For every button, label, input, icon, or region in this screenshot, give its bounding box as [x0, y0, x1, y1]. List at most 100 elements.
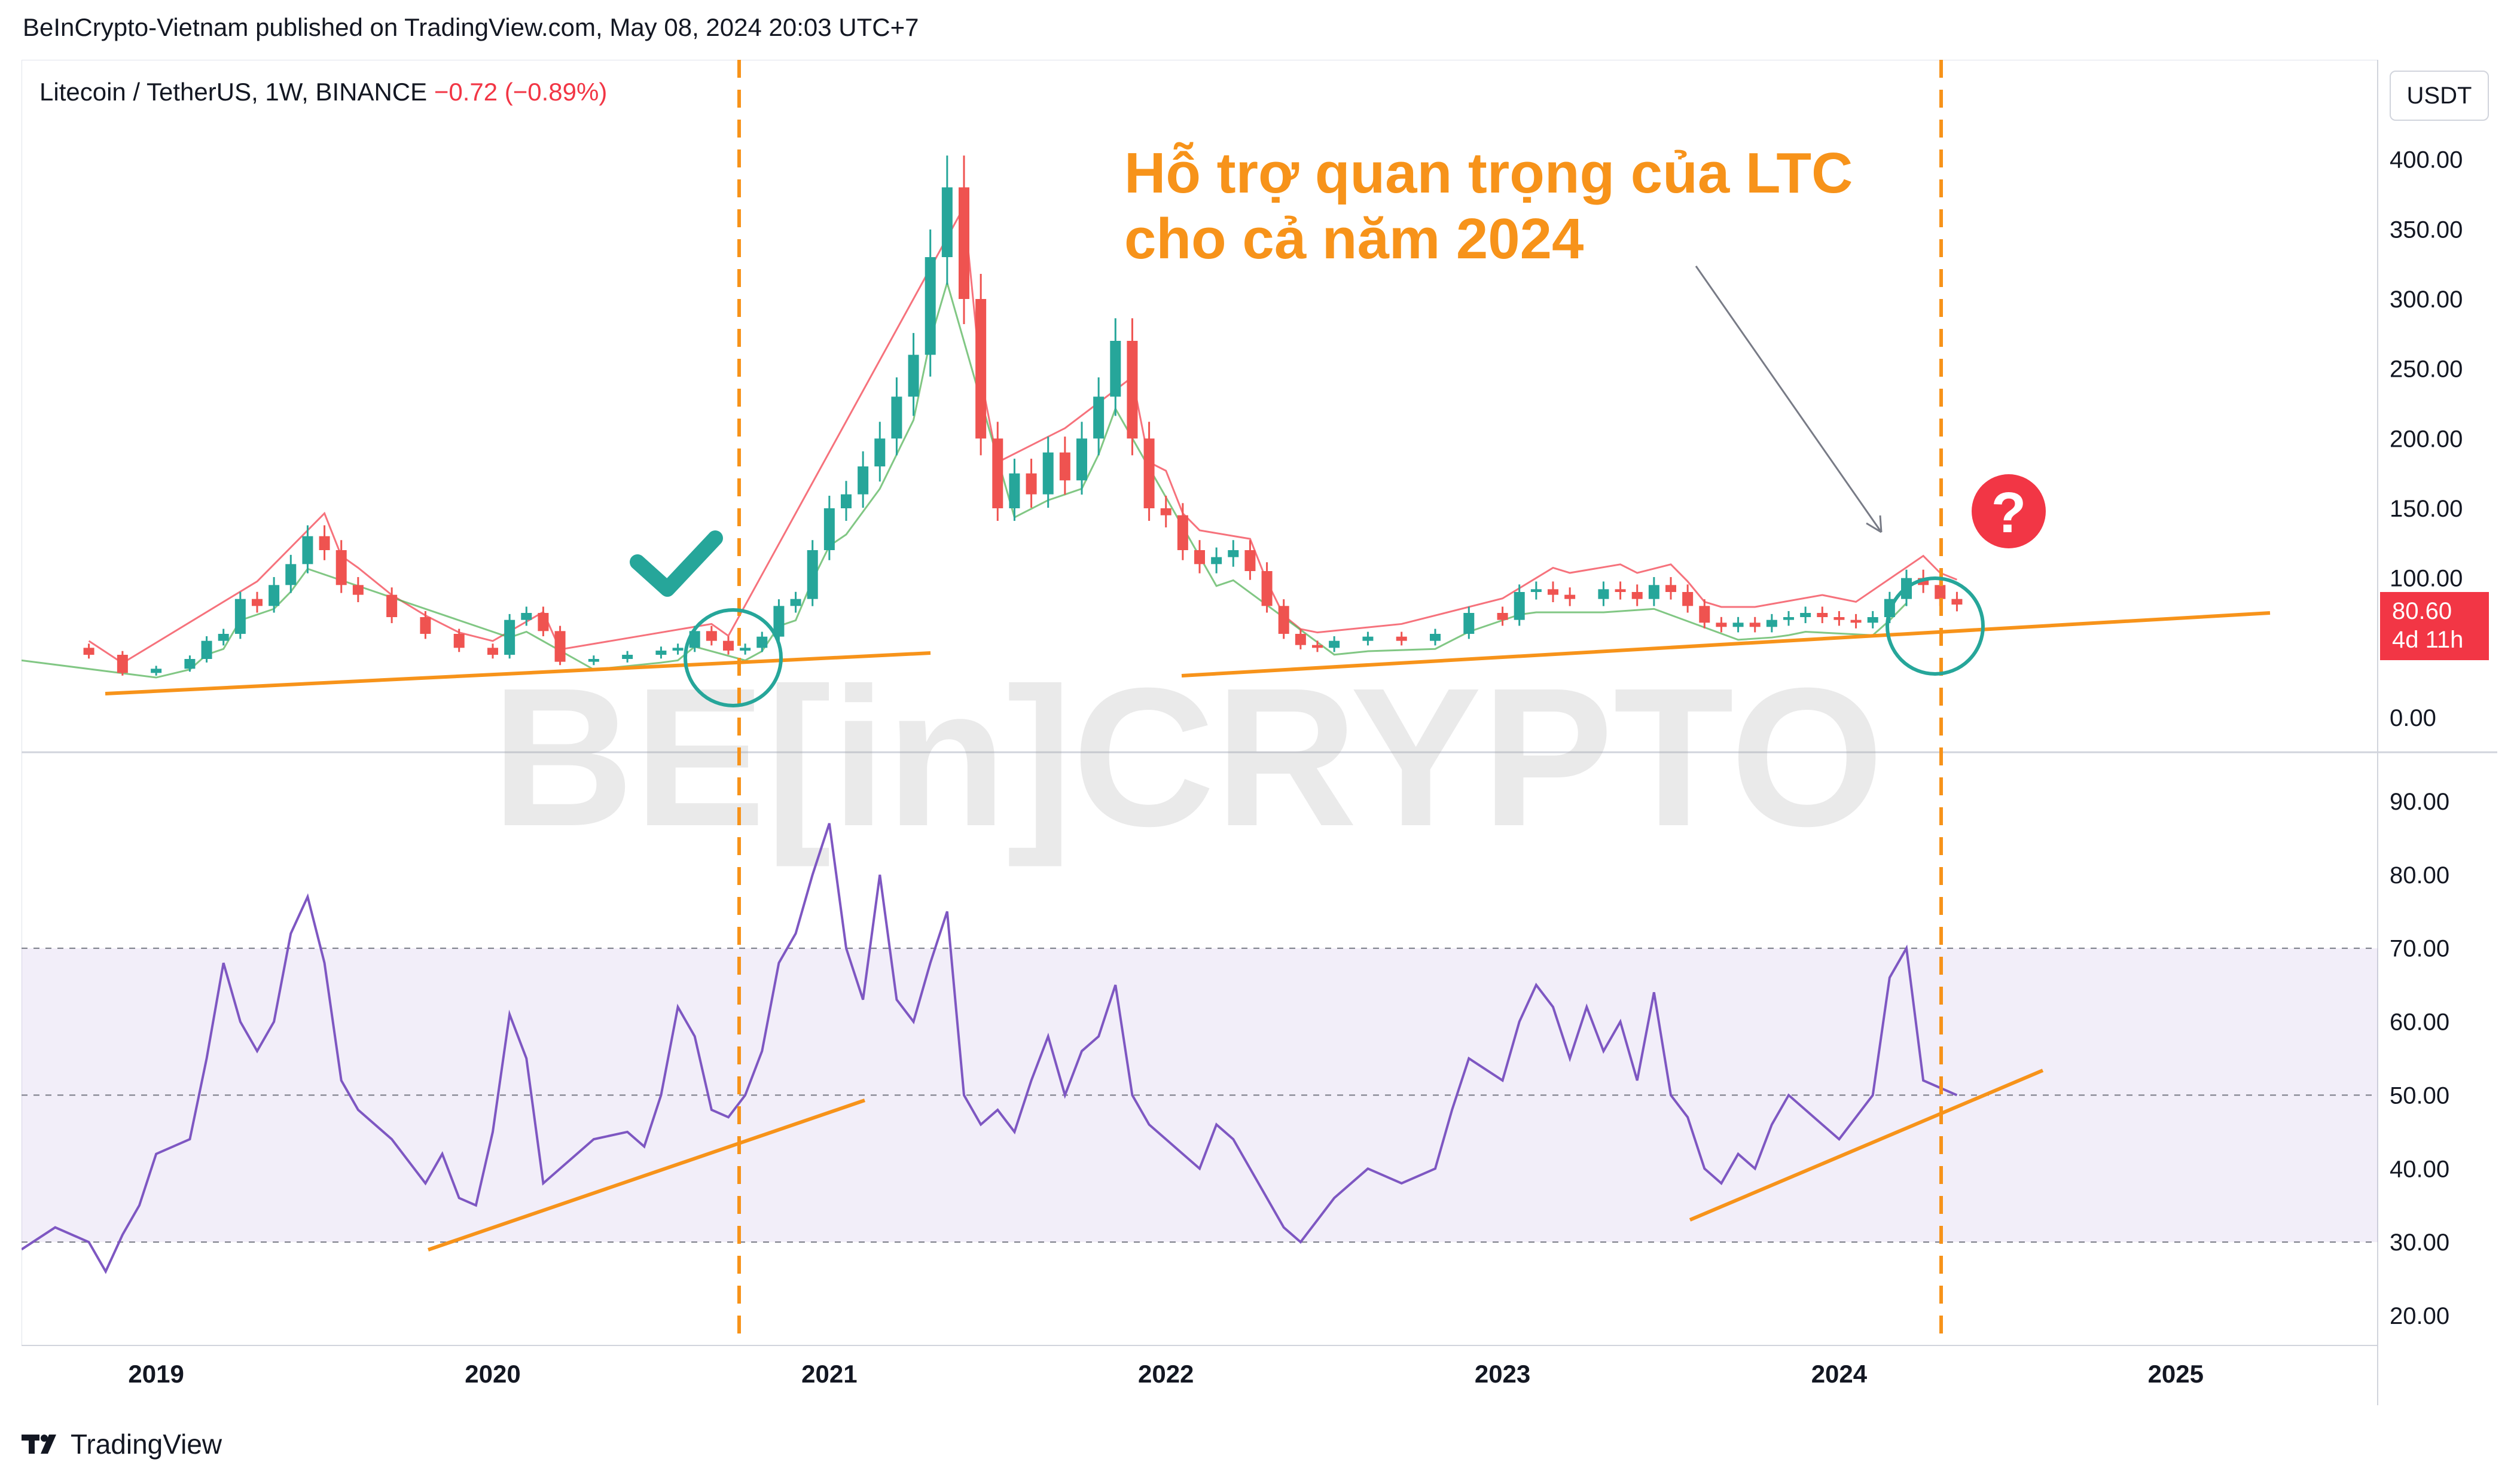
candle-body	[184, 659, 196, 669]
candle-body	[1665, 585, 1676, 592]
candle-body	[1329, 640, 1340, 648]
candle-body	[1766, 620, 1777, 627]
annotation-text: Hỗ trợ quan trọng của LTC cho cả năm 202…	[1124, 141, 1853, 272]
checkmark-icon	[630, 530, 723, 597]
candle-body	[420, 617, 431, 634]
price-axis-ticks: 400.00 350.00 300.00 250.00 200.00 150.00 100.…	[2390, 147, 2463, 1329]
candle-body	[823, 508, 835, 550]
last-price-tag: 80.60 4d 11h	[2380, 592, 2489, 660]
candle-body	[1631, 592, 1643, 599]
tradingview-logo[interactable]: TradingView	[22, 1426, 222, 1462]
rsi-trendline-2020	[428, 1098, 865, 1252]
candle-body	[1598, 589, 1609, 599]
tradingview-icon	[22, 1435, 56, 1454]
chart-area[interactable]: BE[in]CRYPTO ? 400.00 350.00 300.00 250.00 2…	[22, 60, 2497, 1405]
support-line-2022-2025	[1181, 611, 2271, 678]
rsi-series	[22, 823, 1958, 1274]
candle-body	[790, 599, 801, 606]
candle-body	[740, 648, 751, 651]
price-tick-label: 300.00	[2390, 286, 2463, 313]
price-tick-label: 250.00	[2390, 356, 2463, 383]
rsi-tick-label: 30.00	[2390, 1229, 2449, 1256]
candle-body	[1295, 634, 1306, 645]
candle-body	[1732, 622, 1744, 627]
year-tick-label: 2019	[128, 1360, 184, 1388]
rsi-tick-label: 20.00	[2390, 1303, 2449, 1329]
candle-body	[925, 257, 936, 355]
year-tick-label: 2023	[1475, 1360, 1530, 1388]
candle-body	[959, 187, 969, 299]
candle-body	[521, 613, 532, 620]
plot-border	[22, 60, 2378, 1346]
candle-body	[1615, 589, 1626, 592]
candle-body	[335, 550, 347, 585]
symbol-legend[interactable]: Litecoin / TetherUS, 1W, BINANCE −0.72 (…	[39, 78, 607, 106]
candle-body	[908, 355, 919, 397]
rsi-tick-label: 70.00	[2390, 936, 2449, 962]
candle-body	[807, 550, 818, 599]
candle-body	[1463, 613, 1475, 634]
candle-body	[891, 396, 902, 439]
price-tick-label: 0.00	[2390, 705, 2436, 731]
support-line-2019-2020	[105, 651, 931, 695]
candle-body	[1194, 550, 1205, 564]
candle-body	[319, 536, 330, 550]
candle-body	[1026, 473, 1037, 495]
svg-text:?: ?	[1991, 481, 2027, 545]
candle-body	[756, 636, 768, 648]
candle-body	[234, 599, 246, 634]
price-tick-label: 100.00	[2390, 566, 2463, 592]
rsi-tick-label: 50.00	[2390, 1082, 2449, 1109]
candle-body	[1699, 606, 1710, 623]
candle-body	[1935, 585, 1946, 599]
last-price: 80.60	[2392, 598, 2452, 624]
annotation-arrow-head	[1866, 515, 1883, 533]
candle-body	[655, 651, 667, 655]
candle-body	[1396, 636, 1407, 641]
candle-body	[1127, 341, 1138, 439]
watermark: BE[in]CRYPTO	[492, 646, 1884, 868]
bar-countdown: 4d 11h	[2392, 627, 2464, 653]
year-tick-label: 2021	[801, 1360, 857, 1388]
candle-body	[1278, 606, 1289, 634]
candle-body	[941, 187, 953, 257]
candle-body	[386, 594, 398, 617]
candle-body	[151, 669, 162, 673]
candle-body	[1867, 617, 1878, 623]
price-tick-label: 150.00	[2390, 496, 2463, 522]
candle-body	[1648, 585, 1659, 599]
candle-body	[1800, 613, 1811, 617]
candle-body	[706, 631, 717, 641]
year-tick-label: 2022	[1138, 1360, 1194, 1388]
candle-body	[1749, 622, 1761, 627]
currency-unit-button[interactable]: USDT	[2390, 71, 2489, 121]
candle-body	[1530, 589, 1542, 592]
tradingview-brand: TradingView	[71, 1429, 222, 1460]
candle-body	[1177, 515, 1188, 550]
candle-body	[1497, 613, 1508, 620]
candle-body	[1059, 452, 1070, 481]
candle-body	[1160, 508, 1171, 515]
candle-body	[1716, 622, 1727, 627]
candle-body	[117, 655, 128, 673]
rsi-tick-label: 60.00	[2390, 1009, 2449, 1036]
candle-body	[218, 634, 229, 641]
annotation-line-1: Hỗ trợ quan trọng của LTC	[1124, 141, 1853, 205]
candle-body	[874, 438, 886, 466]
highlight-circle-2020	[684, 608, 783, 707]
candle-body	[83, 648, 94, 655]
candle-body	[504, 620, 515, 655]
candle-body	[1362, 636, 1374, 641]
candle-body	[1514, 592, 1525, 620]
rsi-tick-label: 90.00	[2390, 789, 2449, 815]
candle-body	[352, 585, 364, 595]
candle-body	[1783, 617, 1794, 620]
candle-body	[285, 564, 297, 585]
candle-body	[622, 655, 633, 659]
candle-body	[453, 634, 465, 648]
candle-body	[1430, 634, 1441, 641]
candle-body	[723, 640, 734, 651]
candle-body	[841, 494, 852, 508]
price-tick-label: 350.00	[2390, 216, 2463, 243]
year-tick-label: 2025	[2148, 1360, 2204, 1388]
